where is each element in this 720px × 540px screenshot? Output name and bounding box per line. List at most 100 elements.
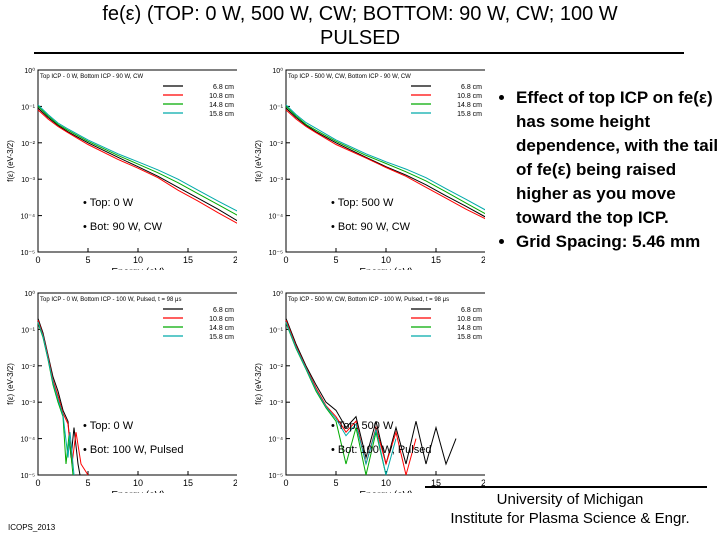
legend-label: 14.8 cm <box>209 325 234 332</box>
x-tick-label: 0 <box>35 478 40 488</box>
legend-label: 6.8 cm <box>213 84 234 91</box>
plot-note: • Top: 0 W <box>83 197 134 209</box>
y-axis-label: f(ε) (eV-3/2) <box>254 140 263 182</box>
x-tick-label: 10 <box>381 478 391 488</box>
series-line <box>285 106 485 215</box>
legend-label: 14.8 cm <box>457 102 482 109</box>
legend-label: 6.8 cm <box>213 307 234 314</box>
title-divider <box>34 52 684 54</box>
y-tick-label: 10⁻² <box>269 141 283 148</box>
legend-label: 10.8 cm <box>457 316 482 323</box>
series-line <box>285 321 397 476</box>
plot-frame <box>285 292 485 476</box>
y-tick-label: 10⁻¹ <box>21 104 35 111</box>
title-line-2: PULSED <box>319 27 401 49</box>
series-line <box>285 107 485 218</box>
x-tick-label: 0 <box>35 255 40 265</box>
legend-label: 15.8 cm <box>457 334 482 341</box>
footer-conference: ICOPS_2013 <box>8 523 56 532</box>
y-tick-label: 10⁻⁵ <box>269 473 283 480</box>
y-axis-label: f(ε) (eV-3/2) <box>254 363 263 405</box>
bullet-item: Grid Spacing: 5.46 mm <box>516 230 720 254</box>
bullet-item: Effect of top ICP on fe(ε) has some heig… <box>516 86 720 230</box>
legend-label: 10.8 cm <box>209 316 234 323</box>
y-tick-label: 10⁻³ <box>269 177 283 184</box>
y-axis-label: f(ε) (eV-3/2) <box>6 363 15 405</box>
y-tick-label: 10⁻¹ <box>269 327 283 334</box>
series-line <box>37 321 75 476</box>
y-tick-label: 10⁻² <box>269 364 283 371</box>
y-tick-label: 10⁰ <box>272 67 283 75</box>
y-tick-label: 10⁻³ <box>269 400 283 407</box>
x-tick-label: 5 <box>85 255 90 265</box>
x-tick-label: 15 <box>431 255 441 265</box>
institution-line-2: Institute for Plasma Science & Engr. <box>450 510 690 527</box>
series-line <box>285 109 485 220</box>
series-line <box>37 109 237 224</box>
plot-note: • Bot: 90 W, CW <box>83 221 163 233</box>
y-tick-label: 10⁻⁵ <box>21 250 35 257</box>
plot-bottom-left: 10⁻⁵ 10⁻⁴ 10⁻³ 10⁻² 10⁻¹ 10⁰ 0 5 10 15 20 Energy (e… <box>6 290 237 493</box>
plot-frame <box>285 69 485 253</box>
y-tick-label: 10⁻³ <box>21 177 35 184</box>
x-axis-label: Energy (eV) <box>111 490 164 493</box>
legend-label: 15.8 cm <box>457 111 482 118</box>
y-tick-label: 10⁰ <box>272 290 283 298</box>
footer-divider <box>425 486 707 488</box>
plot-bottom-right: 10⁻⁵ 10⁻⁴ 10⁻³ 10⁻² 10⁻¹ 10⁰ 0 5 10 15 20 Energy (e… <box>254 290 485 493</box>
x-tick-label: 20 <box>481 255 485 265</box>
legend-label: 15.8 cm <box>209 111 234 118</box>
plot-title: Top ICP - 0 W, Bottom ICP - 100 W, Pulse… <box>40 297 181 303</box>
x-tick-label: 15 <box>431 478 441 488</box>
x-tick-label: 15 <box>183 255 193 265</box>
legend-label: 10.8 cm <box>457 93 482 100</box>
x-tick-label: 0 <box>283 255 288 265</box>
plot-note: • Bot: 100 W, Pulsed <box>83 444 183 456</box>
plot-note: • Top: 500 W <box>331 197 394 209</box>
series-line <box>37 106 237 216</box>
plot-note: • Bot: 100 W, Pulsed <box>331 444 431 456</box>
series-line <box>285 104 485 211</box>
plot-note: • Top: 500 W <box>331 420 394 432</box>
institution-line-1: University of Michigan <box>496 491 644 508</box>
x-tick-label: 20 <box>481 478 485 488</box>
plot-title: Top ICP - 0 W, Bottom ICP - 90 W, CW <box>40 74 143 80</box>
legend-label: 14.8 cm <box>457 325 482 332</box>
plot-frame <box>37 69 237 253</box>
y-tick-label: 10⁻⁵ <box>21 473 35 480</box>
x-tick-label: 10 <box>133 478 143 488</box>
y-tick-label: 10⁻⁴ <box>269 214 284 221</box>
y-tick-label: 10⁻¹ <box>269 104 283 111</box>
x-tick-label: 5 <box>333 478 338 488</box>
legend-label: 6.8 cm <box>461 307 482 314</box>
series-line <box>285 318 457 466</box>
plot-title: Top ICP - 500 W, CW, Bottom ICP - 100 W,… <box>288 297 449 303</box>
x-tick-label: 5 <box>85 478 90 488</box>
footer-institution: University of Michigan Institute for Pla… <box>420 490 720 528</box>
slide-title: fe(ε) (TOP: 0 W, 500 W, CW; BOTTOM: 90 W… <box>0 2 720 50</box>
legend-label: 15.8 cm <box>209 334 234 341</box>
x-axis-label: Energy (eV) <box>359 267 412 270</box>
y-tick-label: 10⁻³ <box>21 400 35 407</box>
y-tick-label: 10⁰ <box>24 67 35 75</box>
y-tick-label: 10⁻⁴ <box>21 437 36 444</box>
legend-label: 14.8 cm <box>209 102 234 109</box>
y-tick-label: 10⁻⁵ <box>269 250 283 257</box>
plot-note: • Top: 0 W <box>83 420 134 432</box>
title-line-1: fe(ε) (TOP: 0 W, 500 W, CW; BOTTOM: 90 W… <box>102 3 618 25</box>
x-tick-label: 5 <box>333 255 338 265</box>
plot-top-left: 10⁻⁵ 10⁻⁴ 10⁻³ 10⁻² 10⁻¹ 10⁰ 0 5 10 15 20 Energy (e… <box>6 67 237 270</box>
x-tick-label: 0 <box>283 478 288 488</box>
bullet-list: Effect of top ICP on fe(ε) has some heig… <box>498 86 720 254</box>
plot-top-right: 10⁻⁵ 10⁻⁴ 10⁻³ 10⁻² 10⁻¹ 10⁰ 0 5 10 15 20 Energy (e… <box>254 67 485 270</box>
x-tick-label: 10 <box>133 255 143 265</box>
y-tick-label: 10⁻⁴ <box>21 214 36 221</box>
x-tick-label: 15 <box>183 478 193 488</box>
legend-label: 10.8 cm <box>209 93 234 100</box>
series-line <box>37 104 237 212</box>
y-tick-label: 10⁻² <box>21 364 35 371</box>
plot-note: • Bot: 90 W, CW <box>331 221 411 233</box>
y-axis-label: f(ε) (eV-3/2) <box>6 140 15 182</box>
y-tick-label: 10⁻⁴ <box>269 437 284 444</box>
y-tick-label: 10⁻¹ <box>21 327 35 334</box>
